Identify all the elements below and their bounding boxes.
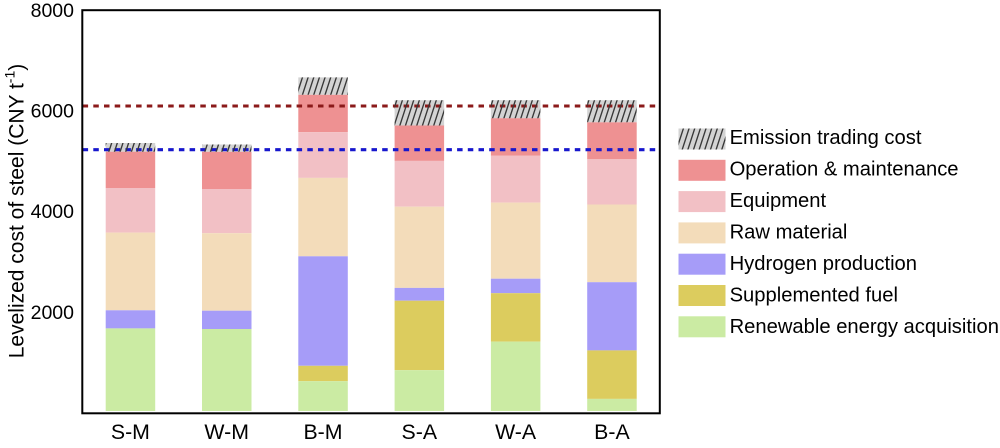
svg-text:Equipment: Equipment: [730, 190, 827, 212]
svg-text:8000: 8000: [31, 0, 75, 22]
svg-text:S-M: S-M: [111, 420, 150, 443]
svg-text:Raw material: Raw material: [730, 222, 848, 244]
svg-text:Renewable energy acquisition: Renewable energy acquisition: [730, 316, 999, 338]
svg-text:W-M: W-M: [204, 420, 249, 443]
svg-text:Emission trading cost: Emission trading cost: [730, 127, 922, 149]
svg-text:B-M: B-M: [303, 420, 342, 443]
svg-text:Operation & maintenance: Operation & maintenance: [730, 159, 959, 181]
svg-text:2000: 2000: [31, 302, 75, 324]
svg-text:S-A: S-A: [402, 420, 438, 443]
svg-text:B-A: B-A: [594, 420, 630, 443]
svg-text:W-A: W-A: [495, 420, 537, 443]
svg-text:Levelized cost of steel (CNY t: Levelized cost of steel (CNY t-1): [1, 64, 28, 359]
svg-text:4000: 4000: [31, 201, 75, 223]
svg-text:Supplemented fuel: Supplemented fuel: [730, 284, 898, 306]
svg-text:6000: 6000: [31, 101, 75, 123]
svg-text:Hydrogen production: Hydrogen production: [730, 253, 917, 275]
